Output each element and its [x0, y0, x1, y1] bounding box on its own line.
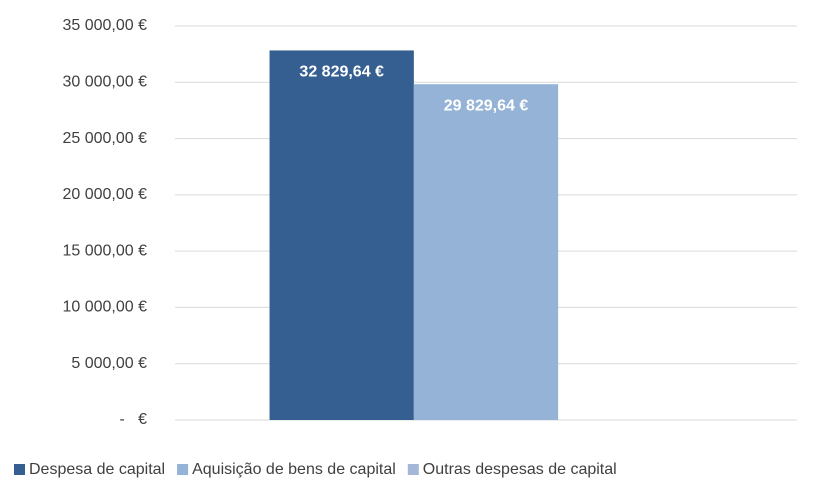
legend-swatch	[407, 464, 419, 475]
y-tick-label: - €	[119, 411, 147, 428]
data-label: 29 829,64 €	[444, 97, 529, 114]
data-label: 32 829,64 €	[299, 64, 384, 81]
y-tick-label: 5 000,00 €	[71, 355, 147, 372]
legend-label: Outras despesas de capital	[423, 461, 617, 478]
legend-swatch	[177, 464, 189, 475]
y-tick-label: 25 000,00 €	[62, 130, 147, 147]
legend-swatch	[14, 464, 25, 475]
y-tick-label: 15 000,00 €	[62, 242, 147, 259]
bar	[269, 50, 414, 420]
legend-label: Aquisição de bens de capital	[192, 461, 396, 478]
bar	[413, 84, 559, 420]
legend-label: Despesa de capital	[29, 461, 165, 478]
y-tick-label: 35 000,00 €	[62, 17, 147, 34]
y-tick-label: 30 000,00 €	[62, 74, 147, 91]
y-tick-label: 20 000,00 €	[62, 186, 147, 203]
y-tick-label: 10 000,00 €	[62, 299, 147, 316]
